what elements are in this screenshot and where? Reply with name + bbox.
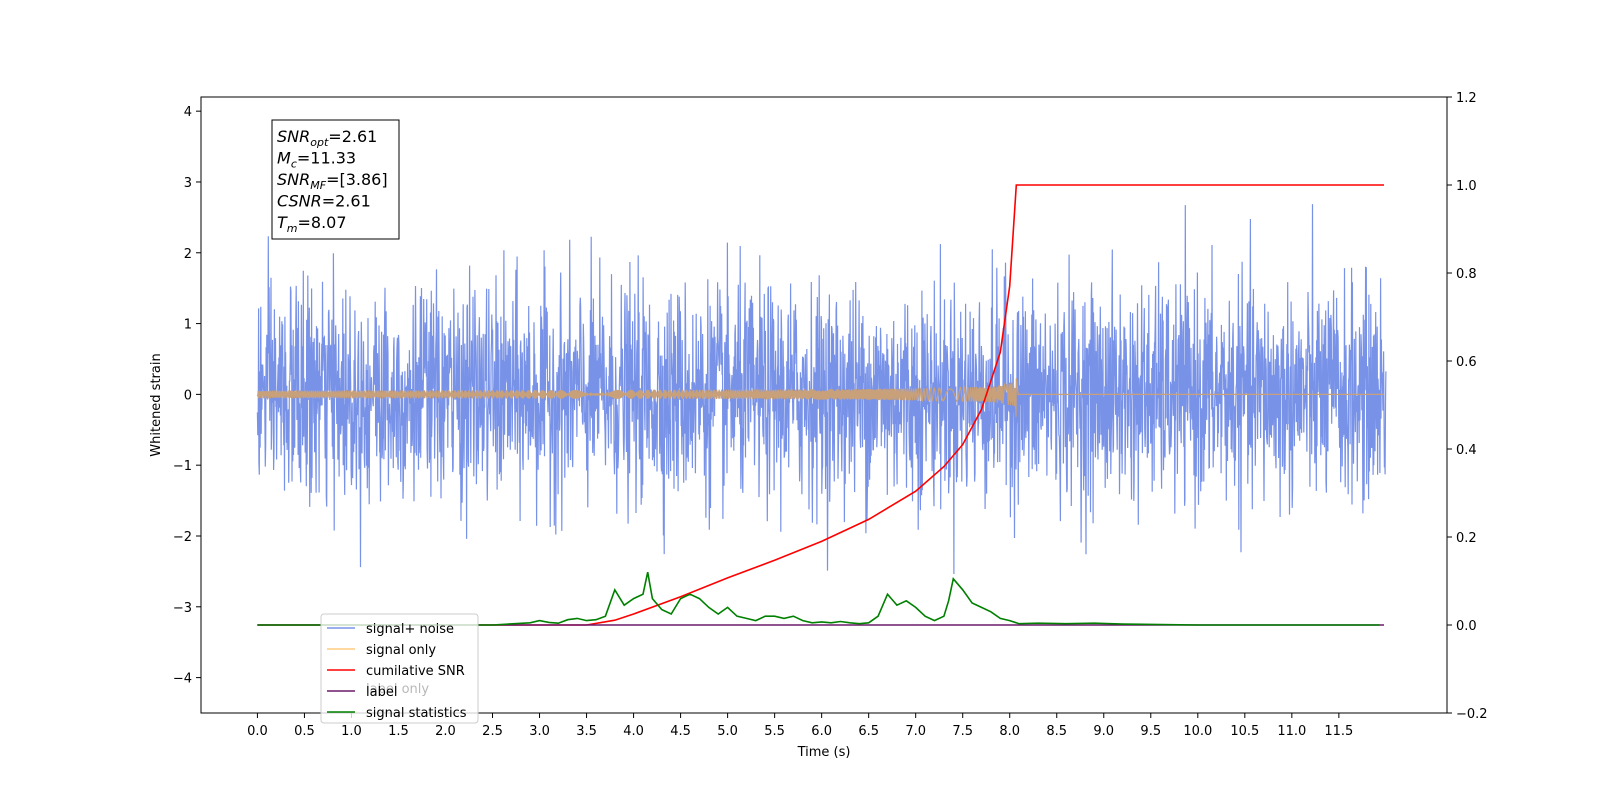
legend-entry: cumilative SNR	[366, 664, 465, 679]
y2-tick-label: −0.2	[1456, 707, 1488, 722]
x-axis-ticks: 0.0 0.5 1.0 1.5 2.0 2.5 3.0 3.5 4.0 4.5 5.0 5.5 6.0 6…	[247, 713, 1353, 739]
legend-overlap-text: label only	[366, 682, 429, 697]
annotation-line: Tm=8.07	[277, 213, 347, 235]
y2-tick-label: 0.4	[1456, 443, 1477, 458]
y-tick-label: 0	[184, 388, 192, 403]
annotation-value: =11.33	[297, 149, 356, 168]
y2-tick-label: 1.0	[1456, 179, 1477, 194]
x-tick-label: 9.5	[1140, 724, 1161, 739]
x-tick-label: 7.5	[952, 724, 973, 739]
x-tick-label: 3.0	[529, 724, 550, 739]
annotation-value: =8.07	[298, 213, 347, 232]
annotation-symbol: SNR	[277, 127, 310, 146]
x-tick-label: 4.5	[670, 724, 691, 739]
annotation-line: SNRMF=[3.86]	[277, 170, 388, 192]
annotation-symbol: CSNR	[277, 192, 322, 211]
stats-annotation-box: SNRopt=2.61Mc=11.33SNRMF=[3.86]CSNR=2.61…	[271, 119, 400, 240]
y2-tick-label: 0.0	[1456, 619, 1477, 634]
y-axis-ticks: −4 −3 −2 −1 0 1 2 3 4	[173, 105, 201, 687]
legend-entry: signal only	[366, 643, 436, 658]
x-tick-label: 9.0	[1093, 724, 1114, 739]
annotation-frame	[271, 119, 400, 240]
x-tick-label: 5.5	[764, 724, 785, 739]
y-tick-label: −4	[173, 672, 192, 687]
annotation-value: =2.61	[328, 127, 377, 146]
x-tick-label: 11.5	[1324, 724, 1353, 739]
x-tick-label: 2.0	[435, 724, 456, 739]
plot-frame	[200, 96, 1448, 714]
x-tick-label: 6.5	[858, 724, 879, 739]
x-tick-label: 10.0	[1183, 724, 1212, 739]
y2-tick-label: 1.2	[1456, 91, 1477, 106]
y-tick-label: −2	[173, 530, 192, 545]
y2-tick-label: 0.8	[1456, 267, 1477, 282]
y2-tick-label: 0.6	[1456, 355, 1477, 370]
y-tick-label: 2	[184, 247, 192, 262]
annotation-symbol: M	[277, 149, 291, 168]
y-tick-label: 1	[184, 318, 192, 333]
x-tick-label: 8.5	[1046, 724, 1067, 739]
annotation-line: CSNR=2.61	[277, 192, 371, 211]
y-tick-label: 3	[184, 176, 192, 191]
x-tick-label: 1.5	[388, 724, 409, 739]
series-cumulative-snr	[257, 184, 1384, 626]
series-signal-only	[256, 378, 1384, 417]
legend-entry: signal+ noise	[366, 622, 454, 637]
y2-tick-label: 0.2	[1456, 531, 1477, 546]
y-axis-label: Whitened strain	[149, 353, 164, 456]
x-tick-label: 5.0	[717, 724, 738, 739]
x-tick-label: 8.0	[999, 724, 1020, 739]
annotation-subscript: opt	[310, 136, 329, 149]
y-tick-label: −1	[173, 459, 192, 474]
x-tick-label: 0.0	[247, 724, 268, 739]
legend: label only signal+ noise signal only cumila…	[320, 613, 479, 724]
legend-entry: signal statistics	[366, 706, 467, 721]
annotation-symbol: SNR	[277, 170, 310, 189]
y2-axis-ticks: −0.2 0.0 0.2 0.4 0.6 0.8 1.0 1.2	[1447, 91, 1488, 722]
x-tick-label: 2.5	[482, 724, 503, 739]
annotation-value: =[3.86]	[326, 170, 388, 189]
x-axis-label: Time (s)	[797, 745, 851, 760]
y-tick-label: −3	[173, 601, 192, 616]
y-tick-label: 4	[184, 105, 192, 120]
series-signal-statistics	[257, 572, 1380, 626]
annotation-subscript: MF	[310, 179, 326, 192]
x-tick-label: 10.5	[1230, 724, 1259, 739]
annotation-subscript: c	[291, 158, 297, 171]
series-layer	[256, 184, 1387, 626]
annotation-line: SNRopt=2.61	[277, 127, 377, 149]
x-tick-label: 11.0	[1277, 724, 1306, 739]
annotation-line: Mc=11.33	[277, 149, 356, 171]
annotation-subscript: m	[287, 222, 298, 235]
series-signal-noise	[256, 204, 1387, 575]
x-tick-label: 6.0	[811, 724, 832, 739]
legend-entry: label	[366, 685, 397, 700]
legend-frame	[320, 613, 479, 724]
x-tick-label: 3.5	[576, 724, 597, 739]
x-tick-label: 0.5	[294, 724, 315, 739]
annotation-symbol: T	[277, 213, 288, 232]
annotation-value: =2.61	[322, 192, 371, 211]
x-tick-label: 7.0	[905, 724, 926, 739]
x-tick-label: 4.0	[623, 724, 644, 739]
x-tick-label: 1.0	[341, 724, 362, 739]
